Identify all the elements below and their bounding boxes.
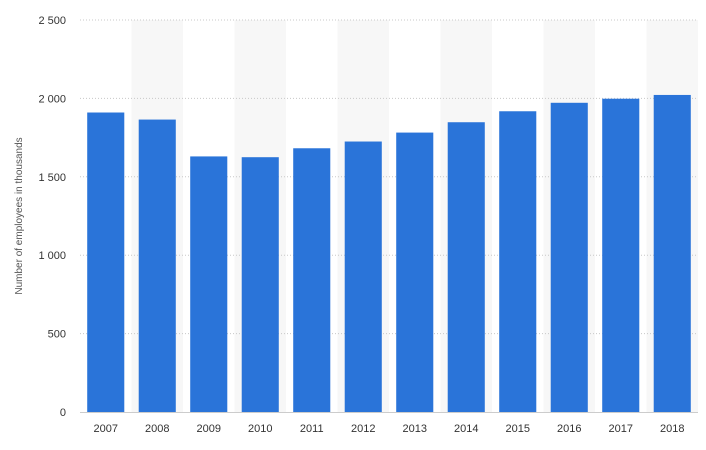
y-tick-label: 0 [60,407,66,419]
x-tick-label: 2010 [248,423,272,435]
x-tick-label: 2015 [506,423,530,435]
bar-2009[interactable] [190,156,228,412]
bar-2011[interactable] [293,148,331,413]
x-tick-label: 2013 [403,423,427,435]
x-tick-label: 2016 [557,423,581,435]
bar-2012[interactable] [344,141,382,412]
bar-2018[interactable] [653,94,691,412]
bars [87,94,691,413]
y-tick-label: 500 [48,329,66,341]
x-axis-tick-labels: 2007 2008 2009 2010 2011 2012 2013 2014 2015 2016… [94,423,685,435]
y-tick-label: 2 000 [38,93,66,105]
bar-2008[interactable] [138,119,176,413]
y-axis-tick-labels: 0 500 1 000 1 500 2 000 2 500 [38,15,66,419]
bar-2014[interactable] [447,122,485,413]
x-tick-label: 2014 [454,423,478,435]
bar-2010[interactable] [241,157,279,412]
bar-2013[interactable] [396,132,434,412]
bar-2015[interactable] [499,111,537,412]
gridlines [80,19,698,335]
x-tick-label: 2008 [145,423,169,435]
x-tick-label: 2012 [351,423,375,435]
x-tick-label: 2007 [94,423,118,435]
bar-2016[interactable] [550,102,588,412]
y-tick-label: 1 000 [38,250,66,262]
x-tick-label: 2011 [300,423,324,435]
y-tick-label: 2 500 [38,15,66,27]
bar-2017[interactable] [602,98,640,413]
bar-2007[interactable] [87,112,125,413]
y-axis-title: Number of employees in thousands [14,137,25,294]
x-tick-label: 2018 [660,423,684,435]
x-tick-label: 2017 [609,423,633,435]
y-tick-label: 1 500 [38,172,66,184]
x-tick-label: 2009 [197,423,221,435]
